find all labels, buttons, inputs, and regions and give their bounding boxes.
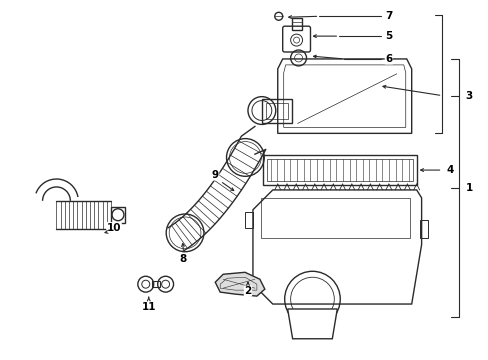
Ellipse shape [251, 100, 271, 121]
Text: 10: 10 [106, 222, 121, 233]
Text: 11: 11 [141, 302, 156, 312]
Bar [111, 207, 124, 223]
Bar [291, 18, 301, 30]
Bar [151, 281, 160, 287]
Text: 5: 5 [385, 31, 392, 41]
Text: 7: 7 [385, 11, 392, 21]
Bar [266, 159, 412, 181]
Text: 4: 4 [446, 165, 453, 175]
Bar [265, 103, 287, 120]
Bar [419, 220, 427, 238]
Text: 8: 8 [180, 255, 187, 264]
Polygon shape [252, 190, 421, 304]
Bar [260, 198, 409, 238]
FancyBboxPatch shape [282, 26, 310, 52]
Text: 6: 6 [385, 54, 392, 64]
Bar [262, 99, 291, 123]
Bar [244, 212, 252, 228]
Text: 3: 3 [465, 91, 472, 101]
Bar [263, 155, 416, 185]
Ellipse shape [247, 96, 275, 125]
Text: 1: 1 [465, 183, 472, 193]
Text: 9: 9 [211, 170, 218, 180]
Polygon shape [277, 59, 411, 133]
Polygon shape [287, 309, 337, 339]
Text: 2: 2 [244, 286, 251, 296]
Polygon shape [215, 272, 264, 296]
